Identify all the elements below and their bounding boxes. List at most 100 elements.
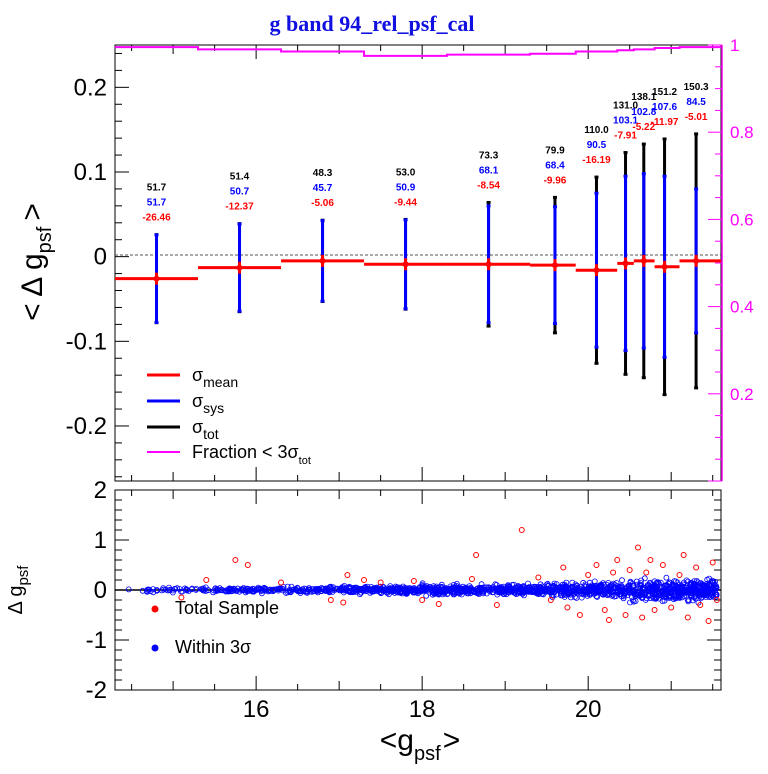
scatter-point bbox=[663, 574, 670, 581]
outlier-point bbox=[601, 607, 608, 613]
scatter-point bbox=[367, 586, 374, 593]
scatter-point bbox=[604, 582, 611, 588]
bottom-ylabel-sub: psf bbox=[15, 565, 32, 586]
xlabel: <gpsf> bbox=[380, 724, 460, 765]
bottom-ytick-label: -2 bbox=[86, 677, 107, 704]
scatter-point bbox=[626, 585, 632, 592]
scatter-point bbox=[421, 583, 428, 590]
scatter-point bbox=[183, 586, 190, 593]
mean-point bbox=[153, 275, 160, 282]
bottom-panel: 16 18 20 2 1 0 -1 -2 Total Sample Within 3σ bbox=[86, 477, 721, 723]
outlier-point bbox=[232, 557, 239, 563]
scatter-point bbox=[304, 589, 311, 596]
outlier-point bbox=[340, 599, 347, 606]
outlier-point bbox=[676, 572, 683, 578]
scatter-point bbox=[436, 588, 443, 595]
top-ylabel-close: > bbox=[16, 203, 49, 221]
bin-label-mean: -12.37 bbox=[225, 202, 254, 213]
scatter-point bbox=[287, 589, 294, 595]
outlier-point bbox=[377, 579, 384, 586]
scatter-point bbox=[709, 589, 715, 595]
mean-point bbox=[236, 264, 243, 271]
scatter-point bbox=[171, 586, 178, 592]
mean-point bbox=[593, 267, 600, 274]
scatter-point bbox=[682, 590, 688, 596]
bin-label-sys: 102.8 bbox=[631, 107, 656, 118]
svg-text:Δ gpsf: Δ gpsf bbox=[5, 565, 32, 615]
scatter-point bbox=[687, 588, 694, 595]
scatter-point bbox=[309, 586, 316, 592]
scatter-point bbox=[674, 579, 681, 586]
top-ylabel: < Δ gpsf > bbox=[16, 203, 56, 321]
scatter-point bbox=[645, 583, 652, 590]
xlabel-sub: psf bbox=[414, 743, 441, 765]
outlier-point bbox=[493, 602, 500, 608]
scatter-point bbox=[147, 588, 154, 595]
outlier-point bbox=[705, 618, 712, 624]
top-ytick-label: -0.1 bbox=[66, 328, 107, 355]
xlabel-main: <g bbox=[380, 724, 414, 757]
scatter-point bbox=[698, 589, 704, 596]
scatter-point bbox=[670, 582, 676, 589]
scatter-point bbox=[657, 579, 664, 586]
scatter-point bbox=[611, 593, 618, 600]
scatter-point bbox=[269, 587, 276, 594]
bin-label-sys: 45.7 bbox=[313, 183, 333, 194]
scatter-point bbox=[624, 583, 631, 590]
top-ylabel-sub: psf bbox=[34, 226, 56, 253]
bin-label-sys: 90.5 bbox=[587, 140, 607, 151]
bin-label-tot: 73.3 bbox=[479, 150, 499, 161]
scatter-point bbox=[144, 588, 150, 594]
scatter-point bbox=[677, 588, 683, 595]
bin-label-mean: -9.44 bbox=[394, 197, 417, 208]
outlier-point bbox=[622, 612, 629, 618]
scatter-point bbox=[525, 580, 531, 587]
scatter-point bbox=[655, 579, 661, 585]
scatter-point bbox=[629, 587, 636, 594]
outlier-point bbox=[680, 552, 687, 558]
scatter-point bbox=[474, 585, 481, 592]
scatter-point bbox=[396, 584, 403, 591]
scatter-point bbox=[339, 586, 345, 593]
outlier-point bbox=[435, 601, 442, 607]
scatter-point bbox=[407, 586, 414, 593]
outlier-point bbox=[605, 617, 612, 623]
bin-label-mean: -5.22 bbox=[632, 122, 655, 133]
scatter-point bbox=[580, 579, 587, 586]
scatter-point bbox=[275, 586, 282, 593]
top-ytick-label: 0.1 bbox=[74, 159, 107, 186]
scatter-point bbox=[403, 590, 409, 596]
xlabel-close: > bbox=[443, 724, 461, 757]
scatter-point bbox=[641, 575, 648, 582]
right-ytick-label: 1 bbox=[730, 36, 739, 55]
scatter-point bbox=[470, 587, 477, 594]
scatter-point bbox=[531, 583, 538, 590]
scatter-point bbox=[713, 591, 720, 598]
bin-label-sys: 84.5 bbox=[686, 97, 706, 108]
scatter-point bbox=[670, 588, 676, 595]
legend-symbol: σ bbox=[192, 365, 203, 385]
scatter-point bbox=[638, 592, 644, 598]
bin-label-mean: -5.01 bbox=[685, 112, 708, 123]
scatter-point bbox=[159, 587, 165, 594]
bin-label-tot: 138.1 bbox=[631, 92, 656, 103]
outlier-point bbox=[647, 557, 654, 563]
bin-label-mean: -9.96 bbox=[544, 175, 567, 186]
top-ytick-label: -0.2 bbox=[66, 413, 107, 440]
scatter-point bbox=[659, 598, 666, 604]
scatter-point bbox=[664, 588, 671, 595]
scatter-point bbox=[421, 587, 428, 593]
scatter-point bbox=[611, 581, 618, 588]
scatter-point bbox=[593, 593, 600, 600]
bin-label-sys: 51.7 bbox=[147, 198, 167, 209]
scatter-point bbox=[374, 586, 381, 593]
legend-label: σtot bbox=[192, 417, 219, 442]
scatter-point bbox=[695, 582, 702, 588]
scatter-point bbox=[523, 587, 529, 593]
scatter-points bbox=[125, 527, 720, 624]
scatter-point bbox=[345, 585, 352, 591]
scatter-point bbox=[292, 586, 299, 593]
scatter-point bbox=[145, 587, 152, 593]
outlier-point bbox=[203, 577, 210, 583]
legend-subscript: tot bbox=[203, 426, 219, 442]
